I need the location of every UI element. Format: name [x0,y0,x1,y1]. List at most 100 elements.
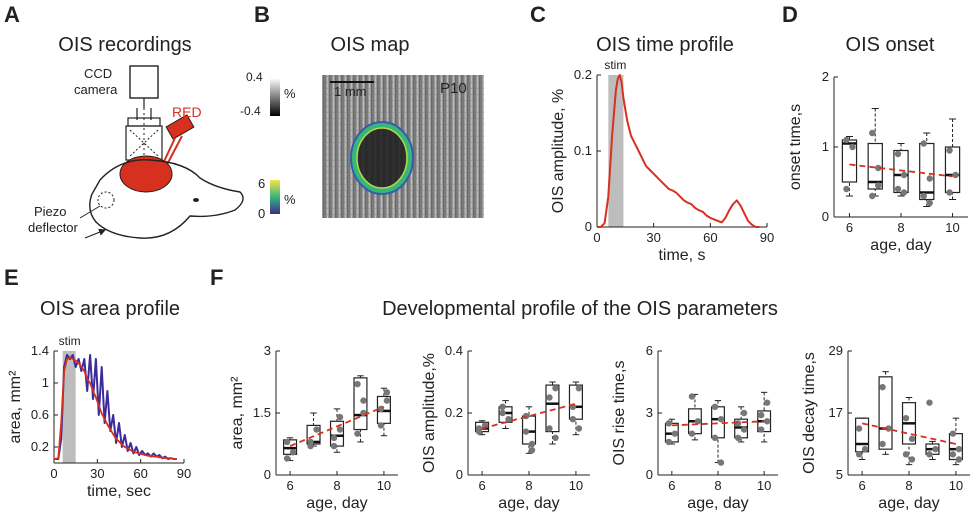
data-point [879,440,886,448]
x-tick-label: 8 [905,478,912,493]
data-point [569,416,577,423]
x-tick-label: 8 [897,220,904,235]
box [353,377,368,431]
data-point [330,442,338,450]
panel-a-title: OIS recordings [58,34,192,56]
data-point [926,399,933,406]
data-point [855,425,863,432]
x-axis-label: time, s [658,247,705,264]
panel-c-title: OIS time profile [596,34,734,56]
chart-f-rise-time: 6 8 10 0 3 6 age, day OIS rise time,s [611,343,778,512]
red-light-label: RED [172,104,202,120]
x-axis-label: age, day [878,495,939,512]
data-point [885,425,892,432]
data-point [949,430,957,437]
data-point [734,434,742,441]
y-tick-label: 0 [822,209,829,224]
trend-line [289,405,385,447]
red-light-source [165,114,195,140]
y-tick-label: 0 [585,219,592,234]
box [878,376,893,450]
panel-letter-d: D [782,2,798,27]
data-point [926,175,933,182]
y-axis-label: OIS decay time,s [801,352,818,474]
chart-ois-area-profile: stim 0 30 60 90 0.2 0.6 1 1.4 time, sec area, mm² [7,334,191,500]
color-colorbar [270,180,280,214]
mouse-head-outline [89,159,244,239]
data-point [688,393,696,400]
data-point [383,389,391,396]
x-tick-label: 0 [50,466,57,481]
data-point [900,189,908,196]
y-tick-label: 0.6 [31,407,49,422]
y-tick-label: 1 [822,139,829,154]
x-tick-label: 30 [646,230,660,245]
x-tick-label: 10 [945,220,959,235]
data-point [665,420,673,427]
data-point [946,147,953,154]
stim-window [62,351,76,463]
y-tick-label: 17 [829,405,843,420]
chart-ois-onset: 6 8 10 0 1 2 age, day onset time,s [790,69,968,254]
data-point [552,385,559,392]
activation-contour [351,122,413,194]
data-point [955,456,963,463]
box [893,149,909,194]
chart-f-amplitude: 6 8 10 0 0.2 0.4 age, day OIS amplitude,% [421,343,590,512]
data-point [546,394,553,401]
y-tick-label: 5 [836,467,843,482]
trend-line [849,163,953,178]
x-axis-label: age, day [870,237,931,254]
data-point [717,416,725,423]
data-point [849,143,856,151]
data-point [879,383,886,391]
x-axis-label: age, day [687,495,748,512]
x-tick-label: 30 [90,466,104,481]
x-tick-label: 60 [133,466,147,481]
box [944,146,961,194]
data-point [920,140,927,147]
x-axis-label: time, sec [87,483,151,500]
box [867,142,883,190]
data-point [711,403,719,410]
x-tick-label: 10 [377,478,391,493]
y-tick-label: 0 [456,467,463,482]
camera-label-camera: camera [74,82,118,97]
data-point [671,430,679,437]
y-tick-label: 29 [829,343,843,358]
data-point [946,189,953,196]
box [545,384,560,433]
data-point [665,438,673,446]
y-tick-label: 1 [42,375,49,390]
y-axis-label: onset time,s [790,104,804,190]
stim-label: stim [59,334,81,348]
data-point [499,409,506,417]
gray-colorbar [270,78,280,116]
chart-f-decay-time: 6 8 10 5 17 29 age, day OIS decay time,s [801,343,970,512]
x-tick-label: 8 [333,478,340,493]
data-point [908,456,916,463]
y-tick-label: 6 [646,343,653,358]
stim-label: stim [604,58,626,72]
camera-label-ccd: CCD [84,66,113,81]
trend-line [481,402,577,430]
x-tick-label: 6 [846,220,853,235]
x-tick-label: 8 [525,478,532,493]
data-point [575,425,583,432]
data-point [575,385,583,392]
data-point [902,414,910,422]
setup-schematic [79,65,244,239]
y-axis-label: area, mm² [7,370,24,444]
x-tick-label: 6 [286,478,293,493]
data-point [694,418,702,425]
x-tick-label: 90 [177,466,191,481]
y-tick-label: 1.4 [31,343,49,358]
data-point [869,129,876,137]
data-point [475,428,483,435]
data-point [688,430,696,437]
y-tick-label: 0.2 [574,67,592,82]
data-point [717,459,725,466]
data-point [902,451,910,458]
y-tick-label: 3 [264,343,271,358]
data-point [869,192,876,200]
